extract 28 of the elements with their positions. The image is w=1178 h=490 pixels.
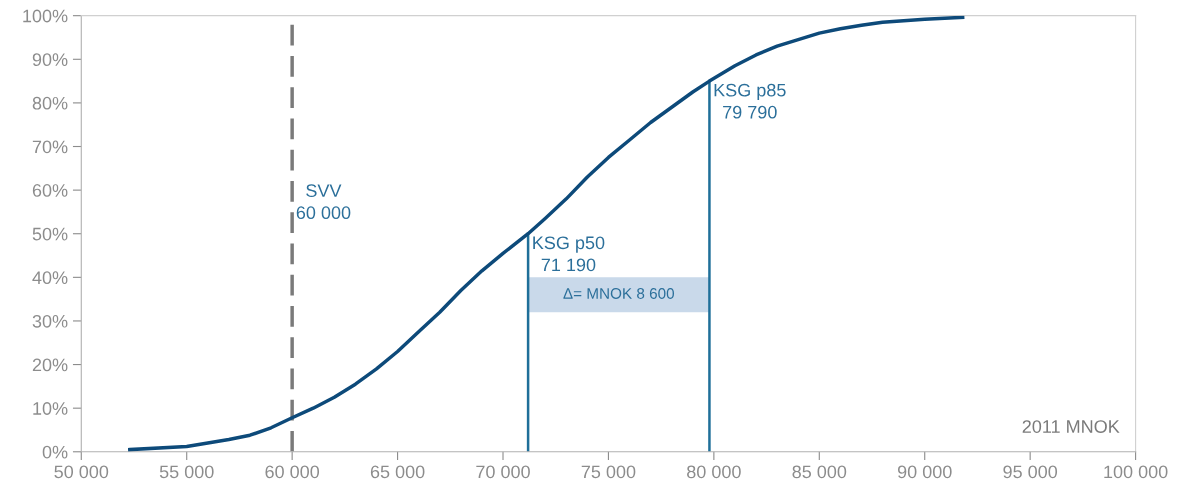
y-tick-label: 40% <box>32 271 68 285</box>
y-tick-label: 30% <box>32 314 68 328</box>
x-tick-label: 75 000 <box>581 465 636 479</box>
y-tick-label: 20% <box>32 358 68 372</box>
x-tick-label: 55 000 <box>159 465 214 479</box>
y-tick-label: 50% <box>32 227 68 241</box>
line-series <box>128 15 965 452</box>
x-tick-label: 85 000 <box>792 465 847 479</box>
x-tick-label: 80 000 <box>687 465 741 479</box>
x-tick-label: 95 000 <box>1003 465 1058 479</box>
y-tick-label: 90% <box>32 53 68 67</box>
y-tick-label: 80% <box>32 96 68 110</box>
x-tick-label: 100 000 <box>1104 465 1168 479</box>
y-tick-label: 10% <box>33 402 68 415</box>
ref-line-label: KSG p85 79 790 <box>714 83 786 119</box>
x-tick-label: 50 000 <box>54 465 109 479</box>
ref-line-label: KSG p50 71 190 <box>533 236 605 272</box>
y-tick-label: 70% <box>32 140 68 154</box>
y-tick-label: 100% <box>23 9 68 23</box>
y-tick-label: 0% <box>42 445 68 459</box>
annotation: 2011 MNOK <box>1022 420 1120 433</box>
x-tick-label: 90 000 <box>897 465 952 479</box>
x-tick-label: 70 000 <box>476 465 530 479</box>
ref-line-label: SVV 60 000 <box>296 184 351 220</box>
x-tick-label: 65 000 <box>370 465 425 479</box>
y-tick-label: 60% <box>32 184 68 197</box>
band-label: Δ= MNOK 8 600 <box>563 288 675 299</box>
x-tick-label: 60 000 <box>265 465 320 479</box>
